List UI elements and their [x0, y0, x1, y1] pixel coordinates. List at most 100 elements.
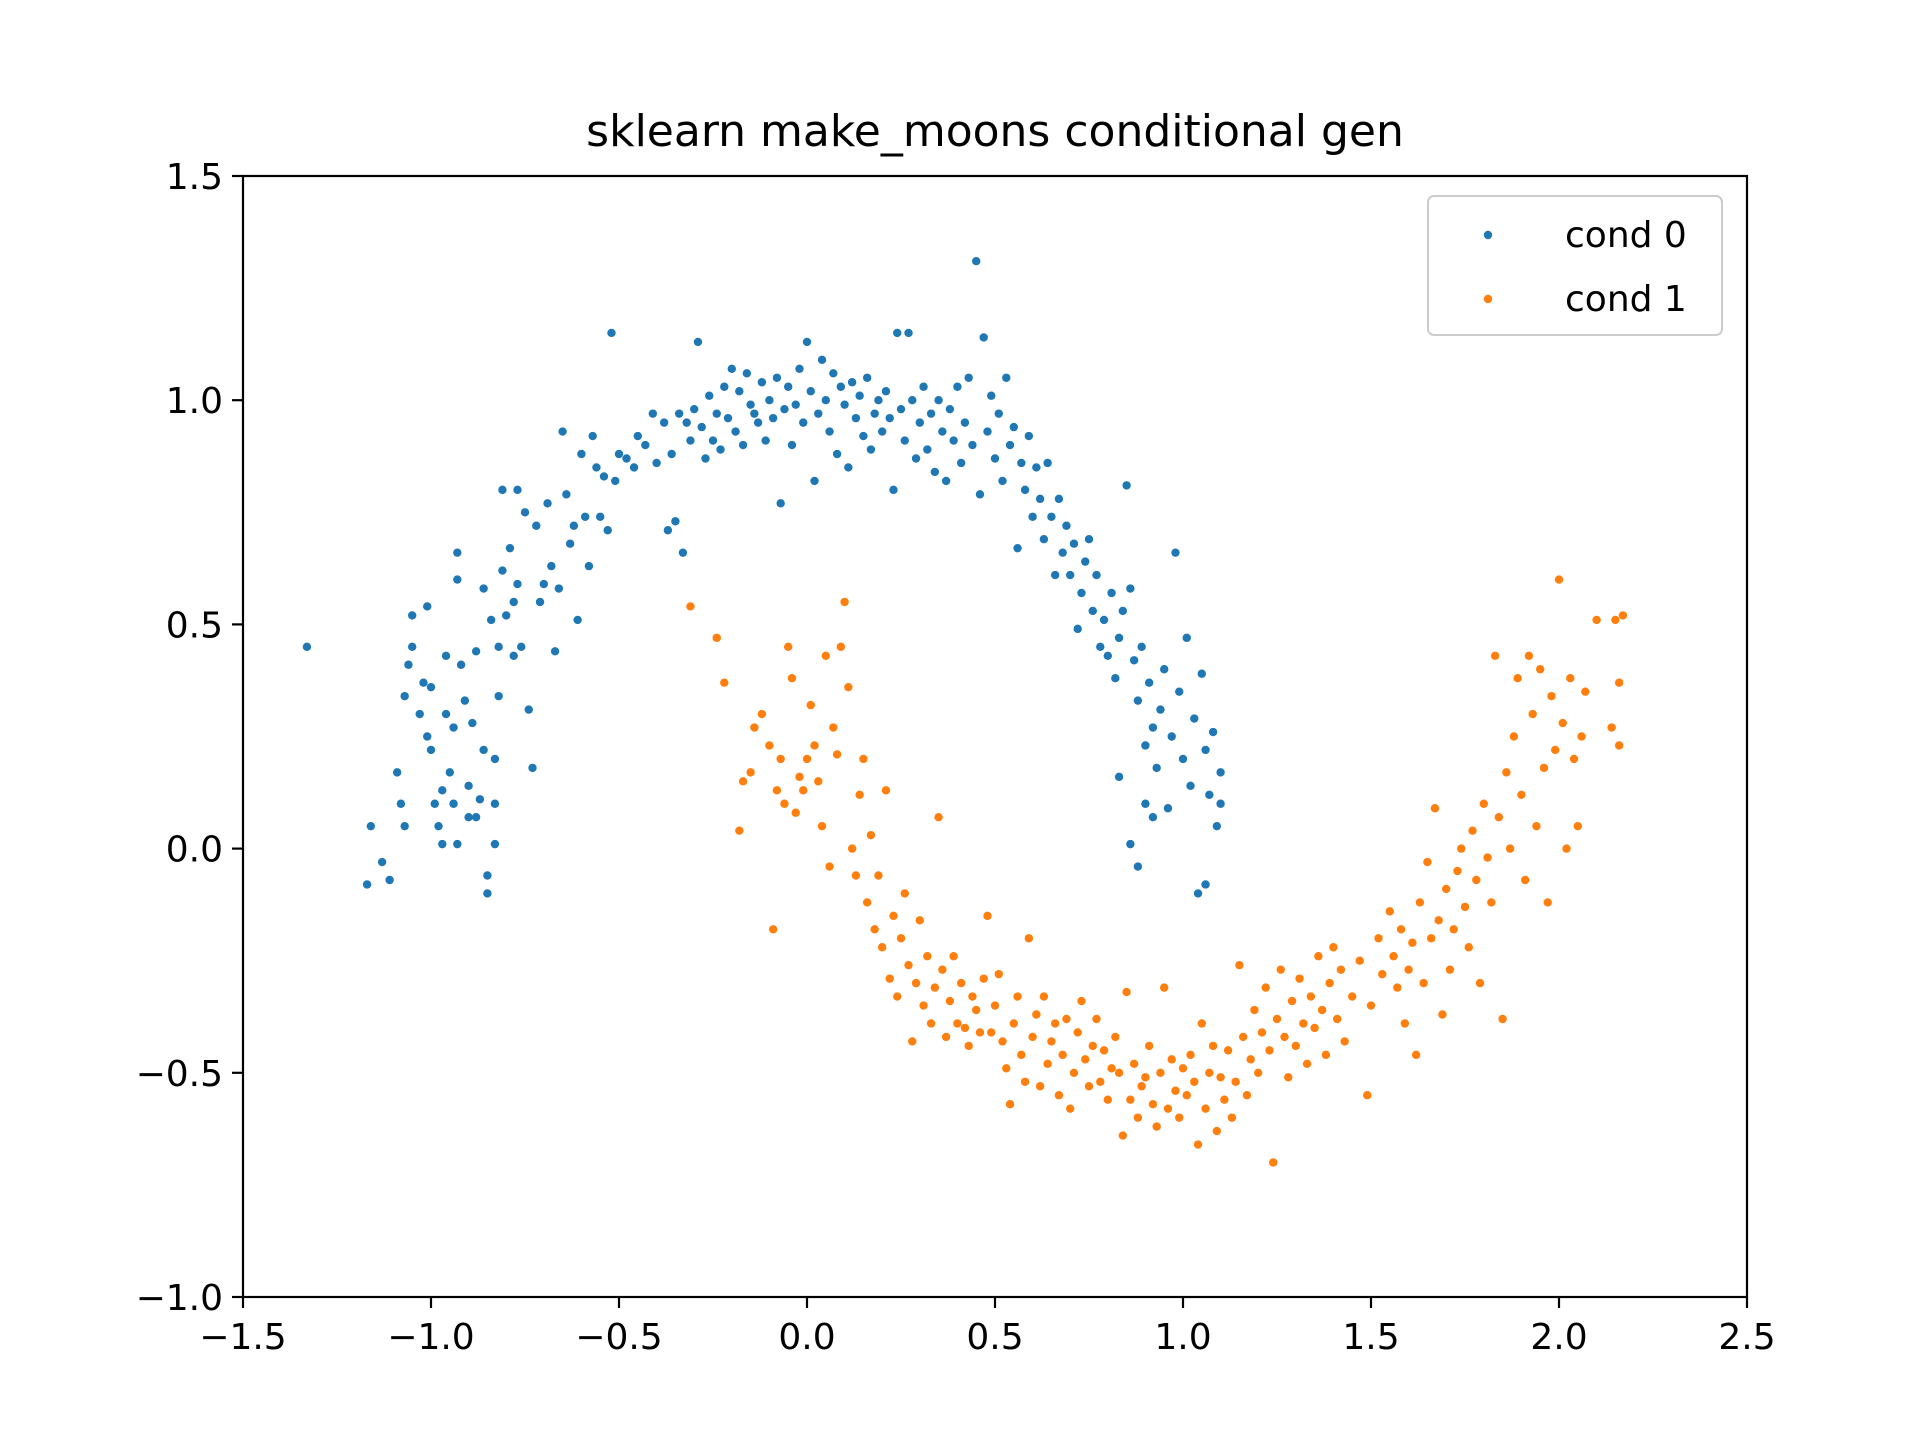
- data-point: [633, 431, 642, 441]
- data-point: [817, 355, 827, 365]
- data-point: [1190, 1077, 1199, 1086]
- data-point: [1099, 615, 1109, 625]
- data-point: [780, 404, 789, 414]
- data-point: [1205, 790, 1214, 799]
- data-point: [1009, 1019, 1018, 1028]
- data-point: [908, 396, 917, 405]
- data-point: [1002, 1064, 1011, 1073]
- data-point: [1103, 651, 1113, 660]
- data-point: [787, 674, 797, 683]
- data-point: [1073, 624, 1082, 634]
- data-point: [1050, 570, 1060, 580]
- data-point: [708, 436, 718, 445]
- data-point: [870, 925, 879, 934]
- data-point: [1618, 611, 1628, 620]
- data-point: [629, 463, 639, 472]
- data-point: [1084, 1082, 1094, 1091]
- data-point: [520, 508, 530, 517]
- data-point: [1175, 1113, 1184, 1122]
- x-tick-label: 1.5: [1342, 1317, 1399, 1358]
- data-point: [784, 382, 793, 391]
- data-point: [847, 844, 857, 853]
- data-point: [1317, 1005, 1327, 1015]
- data-point: [1205, 1068, 1214, 1078]
- data-point: [926, 1019, 936, 1028]
- data-point: [1460, 902, 1470, 912]
- data-point: [1524, 651, 1534, 660]
- data-point: [1238, 1032, 1248, 1042]
- data-point: [1163, 1104, 1173, 1113]
- data-point: [1141, 741, 1150, 750]
- data-point: [960, 1023, 970, 1033]
- data-point: [862, 898, 872, 907]
- data-point: [750, 723, 759, 732]
- data-point: [468, 718, 477, 728]
- data-point: [862, 373, 872, 382]
- data-point: [1197, 1019, 1207, 1028]
- data-point: [1013, 992, 1022, 1001]
- data-point: [1152, 763, 1161, 773]
- data-point: [302, 642, 312, 652]
- data-point: [949, 952, 958, 961]
- data-point: [968, 440, 977, 450]
- data-point: [934, 396, 943, 405]
- data-point: [423, 732, 432, 741]
- data-point: [893, 992, 902, 1001]
- data-point: [836, 382, 846, 391]
- data-point: [953, 382, 962, 391]
- data-point: [840, 400, 849, 409]
- data-point: [1103, 1095, 1113, 1104]
- data-point: [1254, 1068, 1263, 1078]
- data-point: [904, 328, 913, 338]
- data-point: [1445, 965, 1455, 974]
- data-point: [851, 871, 861, 880]
- data-point: [979, 333, 988, 342]
- data-point: [1032, 463, 1041, 472]
- data-point: [1050, 1019, 1060, 1028]
- data-point: [855, 391, 864, 400]
- data-point: [1332, 1014, 1342, 1024]
- data-point: [930, 983, 940, 992]
- data-point: [1107, 588, 1116, 598]
- data-point: [998, 476, 1007, 486]
- data-point: [799, 418, 808, 427]
- data-point: [821, 651, 830, 660]
- data-point: [716, 445, 725, 454]
- data-point: [1299, 1019, 1308, 1028]
- data-point: [960, 418, 970, 427]
- data-point: [990, 454, 1000, 463]
- data-point: [738, 777, 748, 786]
- data-point: [1212, 1126, 1222, 1136]
- data-point: [1336, 965, 1346, 974]
- data-point: [686, 602, 695, 611]
- data-point: [757, 378, 767, 387]
- data-point: [829, 723, 838, 732]
- data-point: [603, 526, 612, 535]
- data-point: [1536, 665, 1545, 674]
- data-point: [915, 916, 924, 925]
- data-point: [430, 799, 439, 808]
- data-point: [1235, 960, 1244, 970]
- data-point: [1126, 584, 1135, 593]
- data-point: [460, 696, 470, 705]
- data-point: [596, 512, 605, 521]
- data-point: [1246, 1055, 1255, 1064]
- data-point: [1453, 866, 1462, 876]
- data-point: [1107, 1064, 1116, 1073]
- data-point: [1295, 974, 1304, 983]
- data-point: [1133, 696, 1143, 705]
- x-tick-label: −1.5: [199, 1317, 286, 1358]
- data-point: [588, 431, 597, 441]
- data-point: [911, 978, 921, 988]
- data-point: [1129, 1059, 1139, 1069]
- data-point: [1073, 1028, 1082, 1037]
- data-point: [1081, 1055, 1090, 1064]
- data-point: [509, 597, 518, 607]
- data-point: [975, 1028, 985, 1037]
- data-point: [1396, 925, 1406, 934]
- data-point: [1058, 1050, 1067, 1060]
- data-point: [550, 647, 560, 656]
- data-point: [859, 431, 868, 441]
- data-point: [1340, 1037, 1349, 1046]
